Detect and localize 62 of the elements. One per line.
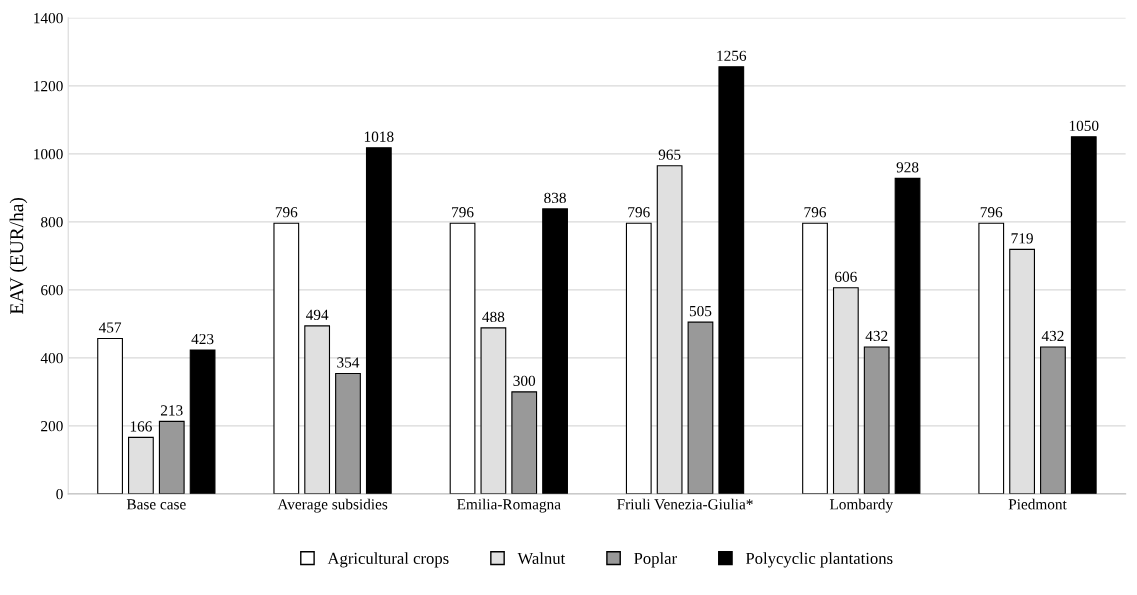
- data-label: 432: [1041, 330, 1064, 342]
- y-tick-label: 1000: [34, 148, 63, 160]
- bar: [365, 147, 392, 494]
- y-tick-label: 400: [40, 352, 63, 364]
- data-label: 300: [513, 375, 536, 386]
- bar: [978, 222, 1005, 494]
- x-tick-label: Lombardy: [829, 498, 894, 513]
- y-axis-title: EAV (EUR/ha): [9, 197, 28, 315]
- data-label: 1018: [364, 131, 394, 142]
- data-label: 796: [980, 207, 1003, 218]
- data-label: 796: [804, 207, 827, 218]
- data-label: 1050: [1069, 120, 1099, 131]
- data-label: 457: [98, 322, 122, 333]
- bar: [128, 436, 154, 494]
- bar: [687, 321, 714, 494]
- data-label: 928: [896, 162, 919, 173]
- legend-label: Walnut: [517, 552, 566, 565]
- x-tick-label: Base case: [126, 499, 186, 510]
- data-label: 505: [689, 305, 712, 317]
- bar: [189, 349, 216, 494]
- bar: [542, 208, 568, 494]
- data-label: 166: [130, 421, 152, 432]
- data-label: 796: [452, 207, 474, 218]
- data-label: 838: [544, 192, 566, 204]
- bar: [97, 337, 123, 494]
- data-label: 423: [191, 333, 214, 345]
- data-label: 796: [275, 207, 298, 218]
- y-tick-label: 0: [56, 488, 63, 500]
- bar: [1040, 346, 1066, 494]
- y-tick-label: 600: [41, 284, 63, 296]
- bar: [718, 66, 745, 494]
- data-label: 488: [482, 311, 505, 323]
- bar: [449, 222, 476, 494]
- x-tick-label: Friuli Venezia-Giulia*: [617, 498, 753, 510]
- bar: [335, 372, 361, 494]
- legend-label: Agricultural crops: [327, 552, 449, 568]
- x-tick-label: Piedmont: [1008, 498, 1067, 510]
- data-label: 606: [835, 271, 857, 282]
- bar: [273, 222, 300, 494]
- data-label: 494: [305, 309, 329, 321]
- legend-label: Poplar: [634, 552, 677, 568]
- x-tick-label: Emilia-Romagna: [457, 498, 561, 513]
- y-tick-label: 1400: [34, 12, 63, 24]
- data-label: 213: [160, 405, 183, 416]
- data-label: 965: [658, 149, 681, 160]
- data-label: 796: [628, 207, 650, 218]
- bar: [802, 222, 828, 494]
- bar: [158, 420, 185, 494]
- x-tick-label: Average subsidies: [277, 498, 388, 513]
- y-tick-label: 1200: [34, 80, 63, 92]
- bar: [625, 222, 652, 494]
- data-label: 1256: [717, 50, 747, 61]
- legend-label: Polycyclic plantations: [745, 552, 893, 568]
- y-tick-label: 200: [41, 420, 63, 432]
- data-label: 432: [865, 330, 888, 342]
- bar: [863, 346, 890, 494]
- y-tick-label: 800: [41, 216, 63, 228]
- bar: [511, 391, 538, 494]
- bar: [1070, 136, 1097, 494]
- data-label: 354: [337, 357, 360, 368]
- bar: [894, 177, 921, 494]
- data-label: 719: [1011, 233, 1033, 244]
